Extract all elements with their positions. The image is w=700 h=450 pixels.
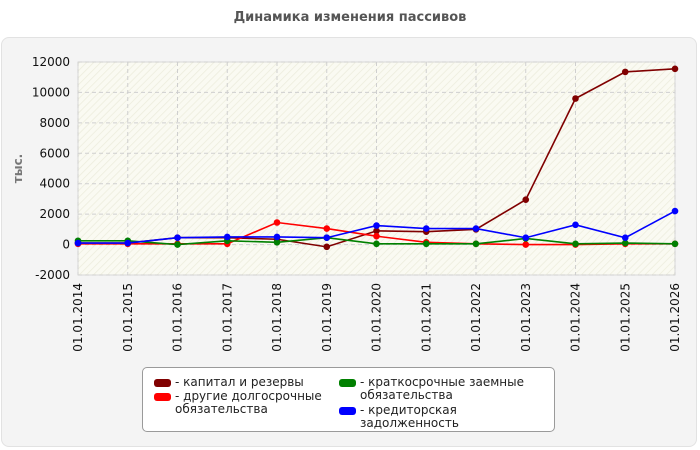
data-point[interactable] (671, 240, 679, 248)
legend-swatch-short-term-borrowings (339, 379, 356, 387)
data-point[interactable] (273, 219, 281, 226)
x-tick-label: 01.01.2025 (618, 283, 632, 352)
data-point[interactable] (273, 238, 281, 246)
data-point[interactable] (124, 239, 132, 247)
x-tick-label: 01.01.2018 (270, 283, 284, 352)
legend-label-short-term-borrowings: - краткосрочные заемные обязательства (360, 375, 524, 402)
data-point[interactable] (572, 95, 579, 102)
data-point[interactable] (373, 232, 380, 240)
data-point[interactable] (671, 207, 679, 215)
data-point[interactable] (373, 240, 380, 248)
legend-swatch-other-long-term (154, 393, 171, 401)
data-point[interactable] (273, 233, 281, 241)
y-tick-label: 12000 (32, 55, 70, 69)
x-tick-label: 01.01.2026 (668, 283, 682, 352)
x-tick-label: 01.01.2022 (469, 283, 483, 352)
x-tick-label: 01.01.2024 (569, 283, 583, 352)
legend-item-accounts-payable[interactable]: - кредиторская задолженность (339, 404, 554, 430)
data-point[interactable] (621, 239, 629, 247)
x-tick-label: 01.01.2021 (419, 283, 433, 352)
data-point[interactable] (373, 227, 380, 235)
data-point[interactable] (522, 241, 530, 248)
data-point[interactable] (323, 243, 331, 251)
x-tick-label: 01.01.2019 (320, 283, 334, 352)
x-axis-ticks: 01.01.2014 01.01.2015 01.01.2016 01.01.2017… (71, 283, 682, 352)
x-tick-label: 01.01.2014 (71, 283, 85, 352)
y-tick-label: 4000 (39, 177, 70, 191)
data-point[interactable] (572, 240, 579, 248)
data-point[interactable] (522, 196, 530, 203)
data-point[interactable] (323, 225, 331, 232)
y-tick-label: -2000 (35, 268, 70, 282)
data-point[interactable] (621, 234, 629, 242)
y-tick-label: 10000 (32, 85, 70, 99)
data-point[interactable] (174, 234, 181, 242)
data-point[interactable] (373, 222, 380, 229)
y-axis-title: тыс. (11, 154, 25, 183)
legend-label-capital: - капитал и резервы (175, 375, 304, 389)
legend: - капитал и резервы - другие долгосрочны… (142, 367, 555, 432)
x-tick-label: 01.01.2016 (171, 283, 185, 352)
data-point[interactable] (522, 234, 530, 242)
y-tick-label: 2000 (39, 207, 70, 221)
legend-swatch-capital (154, 379, 171, 387)
series-group (74, 65, 679, 251)
data-point[interactable] (671, 65, 679, 73)
chart-title: Динамика изменения пассивов (233, 10, 467, 25)
x-tick-label: 01.01.2017 (220, 283, 234, 352)
data-point[interactable] (621, 68, 629, 76)
y-tick-label: 8000 (39, 116, 70, 130)
data-point[interactable] (472, 225, 480, 232)
x-tick-label: 01.01.2015 (121, 283, 135, 352)
data-point[interactable] (223, 233, 231, 241)
legend-label-other-long-term: - другие долгосрочные обязательства (175, 389, 322, 416)
data-point[interactable] (472, 240, 480, 248)
data-point[interactable] (323, 234, 331, 242)
y-axis-ticks: -2000 0 2000 4000 6000 8000 10000 12000 (32, 55, 70, 282)
data-point[interactable] (422, 240, 430, 248)
legend-swatch-accounts-payable (339, 407, 356, 415)
legend-item-other-long-term[interactable]: - другие долгосрочные обязательства (154, 390, 324, 416)
data-point[interactable] (422, 225, 430, 232)
x-tick-label: 01.01.2020 (370, 283, 384, 352)
y-tick-label: 6000 (39, 146, 70, 160)
legend-label-accounts-payable: - кредиторская задолженность (360, 403, 459, 430)
data-point[interactable] (174, 241, 181, 248)
x-tick-label: 01.01.2023 (519, 283, 533, 352)
data-point[interactable] (74, 239, 82, 247)
y-tick-label: 0 (62, 238, 70, 252)
legend-item-capital[interactable]: - капитал и резервы (154, 376, 304, 389)
legend-item-short-term-borrowings[interactable]: - краткосрочные заемные обязательства (339, 376, 539, 402)
data-point[interactable] (572, 221, 579, 229)
